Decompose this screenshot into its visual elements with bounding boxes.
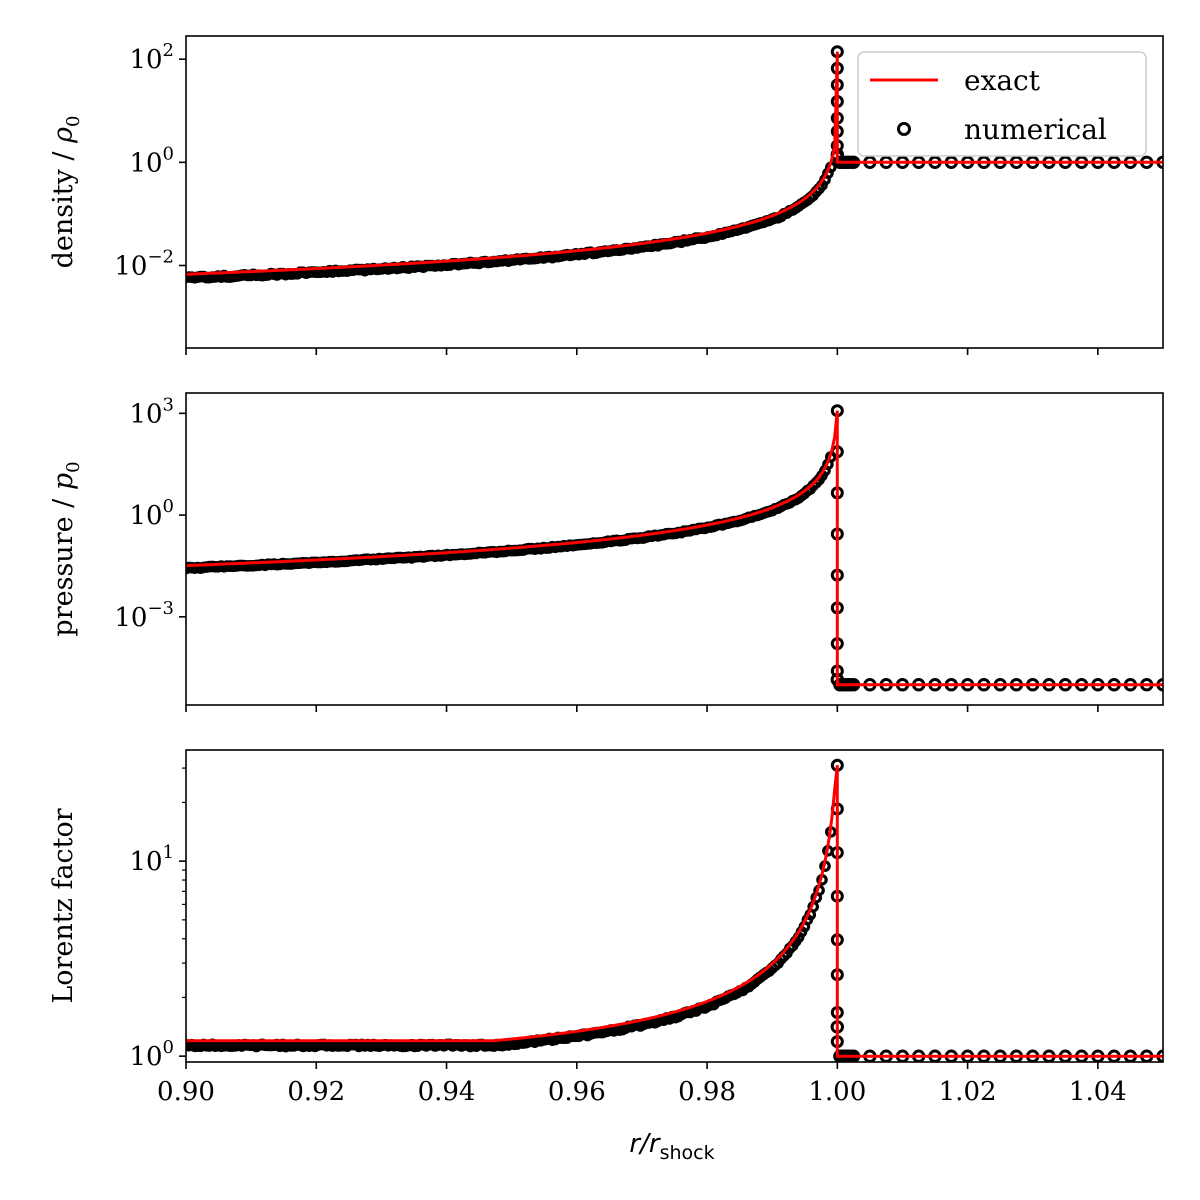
plot-area-pressure bbox=[182, 406, 1168, 690]
y-tick-label: 10−2 bbox=[114, 246, 174, 281]
y-tick-label: 10−3 bbox=[114, 598, 174, 633]
x-axis-label-main: r/r bbox=[629, 1129, 661, 1159]
panel-lorentz: 100 101 Lorentz factor 0.90 0.92 0.94 0.96 0.98… bbox=[48, 750, 1168, 1107]
panel-pressure: 10−3 100 103 pressure / p0 bbox=[48, 393, 1168, 712]
legend-numerical-label: numerical bbox=[964, 113, 1107, 146]
svg-text:r/rshock: r/rshock bbox=[629, 1129, 714, 1164]
legend: exact numerical bbox=[858, 52, 1146, 156]
exact-line-lorentz bbox=[186, 765, 1163, 1056]
legend-exact-label: exact bbox=[964, 64, 1041, 97]
x-tick-label: 1.00 bbox=[808, 1077, 866, 1107]
y-tick-label: 100 bbox=[129, 1037, 174, 1072]
y-axis-label-density: density / ρ0 bbox=[48, 116, 84, 269]
x-tick-label: 0.90 bbox=[157, 1077, 215, 1107]
x-tick-label: 0.92 bbox=[287, 1077, 345, 1107]
y-tick-label: 102 bbox=[129, 40, 174, 75]
y-tick-label: 103 bbox=[129, 394, 174, 429]
y-axis-label-lorentz: Lorentz factor bbox=[48, 808, 79, 1003]
y-axis-label-pressure: pressure / p0 bbox=[48, 461, 84, 636]
x-tick-label: 0.96 bbox=[548, 1077, 606, 1107]
y-tick-label: 100 bbox=[129, 143, 174, 178]
x-tick-label: 1.02 bbox=[939, 1077, 997, 1107]
numerical-series-lorentz bbox=[182, 760, 1168, 1061]
exact-line-pressure bbox=[186, 411, 1163, 685]
x-axis-label-sub: shock bbox=[660, 1142, 715, 1164]
axes-frame-pressure bbox=[186, 393, 1163, 705]
x-tick-label: 0.94 bbox=[418, 1077, 476, 1107]
y-tick-label: 100 bbox=[129, 496, 174, 531]
plot-area-lorentz bbox=[182, 760, 1168, 1061]
figure: 10−2 100 102 density / ρ0 10−3 100 103 pressure… bbox=[0, 0, 1200, 1200]
y-tick-label: 101 bbox=[129, 842, 174, 877]
x-tick-label: 0.98 bbox=[678, 1077, 736, 1107]
numerical-series-pressure bbox=[182, 406, 1168, 690]
x-axis-title: r/rshock bbox=[629, 1129, 714, 1164]
x-tick-label: 1.04 bbox=[1069, 1077, 1127, 1107]
